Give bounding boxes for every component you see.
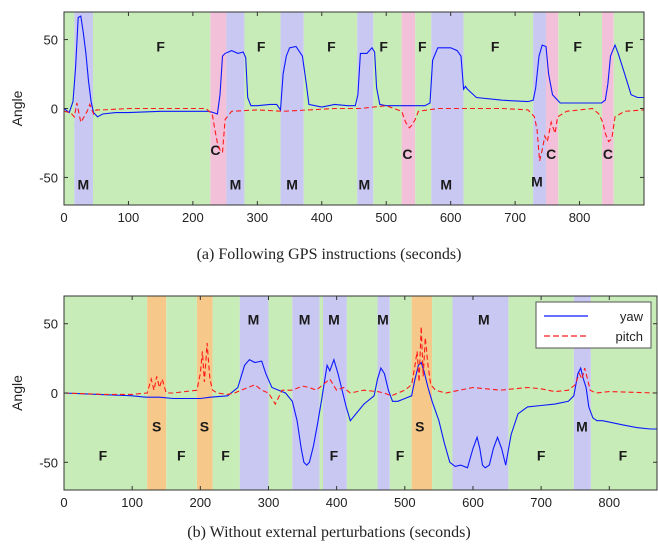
region-S-1 [147,296,167,490]
caption-b: (b) Without external perturbations (seco… [187,524,471,541]
region-label-m-13: M [531,174,543,190]
x-tick-label: 400 [326,495,348,510]
region-F-9 [373,12,402,205]
region-label-m-12: M [478,312,490,328]
region-label-m-14: M [576,418,588,434]
region-F-5 [244,12,281,205]
region-label-f-4: F [257,38,266,54]
x-tick-label: 500 [375,210,397,225]
x-tick-label: 600 [462,495,484,510]
legend-label-pitch: pitch [616,329,643,344]
region-F-11 [415,12,432,205]
region-M-4 [226,12,245,205]
region-label-f-15: F [573,38,582,54]
y-tick-label: 50 [44,33,58,48]
x-tick-label: 600 [440,210,462,225]
region-F-14 [432,296,453,490]
region-F-0 [64,296,148,490]
x-tick-label: 0 [60,495,67,510]
x-tick-label: 0 [60,210,67,225]
region-F-8 [319,296,324,490]
y-tick-label: -50 [39,455,58,470]
region-label-f-13: F [537,447,546,463]
legend: yaw pitch [535,301,652,349]
region-F-6 [268,296,293,490]
region-label-m-7: M [328,312,340,328]
region-label-f-8: F [330,447,339,463]
region-label-m-3: M [230,176,242,192]
region-label-m-5: M [248,312,260,328]
y-axis-label: Angle [9,375,25,411]
region-M-5 [239,296,269,490]
region-F-0 [64,12,75,205]
caption-a: (a) Following GPS instructions (seconds) [196,246,462,263]
region-label-f-2: F [177,447,186,463]
region-label-f-12: F [491,38,500,54]
region-label-m-5: M [286,176,298,192]
region-label-s-11: S [415,418,424,434]
region-F-10 [346,296,378,490]
region-F-18 [613,12,644,205]
region-label-f-17: F [625,38,634,54]
region-M-7 [292,296,320,490]
series-line-yaw [64,357,657,469]
x-tick-label: 500 [394,495,416,510]
y-tick-label: -50 [39,170,58,185]
y-tick-label: 0 [51,102,58,117]
region-label-f-15: F [619,447,628,463]
legend-label-yaw: yaw [620,309,644,324]
region-label-f-6: F [327,38,336,54]
x-tick-label: 800 [598,495,620,510]
legend-box [535,301,652,349]
region-M-11 [377,296,390,490]
y-axis-label: Angle [9,90,25,126]
x-tick-label: 200 [182,210,204,225]
region-label-m-11: M [440,176,452,192]
region-label-c-2: C [210,142,220,158]
region-F-16 [558,12,603,205]
region-label-m-9: M [377,312,389,328]
x-tick-label: 300 [258,495,280,510]
region-S-13 [411,296,433,490]
series-line-pitch [64,102,644,162]
x-tick-label: 700 [504,210,526,225]
region-C-15 [546,12,559,205]
region-S-3 [196,296,213,490]
x-tick-label: 300 [246,210,268,225]
region-label-c-16: C [603,146,613,162]
x-tick-label: 200 [189,495,211,510]
region-F-12 [389,296,412,490]
x-tick-label: 100 [118,210,140,225]
region-M-15 [452,296,509,490]
region-label-f-0: F [156,38,165,54]
series-line-yaw [64,15,644,118]
region-label-c-9: C [402,146,412,162]
region-C-10 [401,12,416,205]
region-label-s-3: S [200,418,209,434]
x-tick-label: 700 [530,495,552,510]
region-C-17 [602,12,614,205]
region-label-f-0: F [99,447,108,463]
region-label-m-6: M [299,312,311,328]
region-M-1 [74,12,93,205]
region-label-f-10: F [396,447,405,463]
y-tick-label: 0 [51,386,58,401]
x-tick-label: 100 [121,495,143,510]
region-label-c-14: C [546,146,556,162]
region-label-m-7: M [358,176,370,192]
region-M-6 [280,12,304,205]
region-M-9 [323,296,347,490]
x-tick-label: 800 [569,210,591,225]
x-tick-label: 400 [311,210,333,225]
region-label-f-10: F [418,38,427,54]
region-M-14 [533,12,547,205]
region-label-f-4: F [221,447,230,463]
region-label-f-8: F [379,38,388,54]
region-label-s-1: S [152,418,161,434]
region-label-m-1: M [77,176,89,192]
y-tick-label: 50 [44,317,58,332]
